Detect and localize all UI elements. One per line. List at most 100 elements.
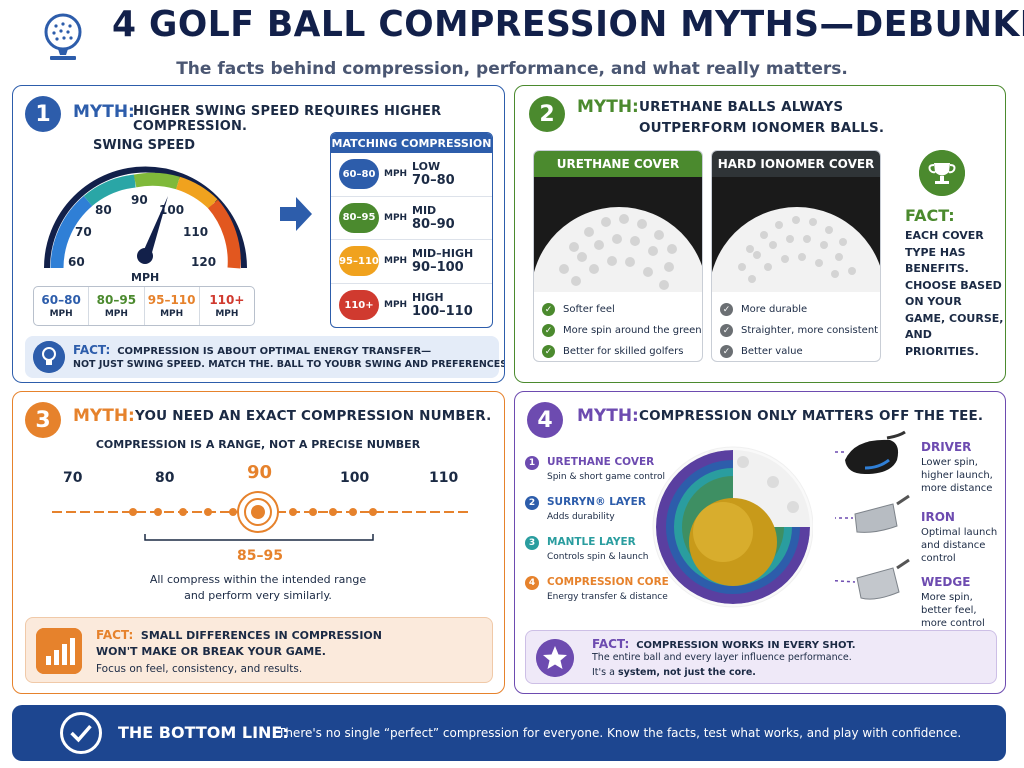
fact-text: The entire ball and every layer influenc… [592, 652, 852, 663]
compression-scale: 70 80 90 100 110 85–95 [48, 462, 468, 564]
myth-number: 2 [529, 96, 565, 132]
myth-4-panel: 4 MYTH: COMPRESSION ONLY MATTERS OFF THE… [514, 391, 1006, 694]
myth-1-panel: 1 MYTH: HIGHER SWING SPEED REQUIRES HIGH… [12, 85, 505, 383]
myth-label: MYTH: [73, 102, 135, 122]
check-icon: ✓ [542, 303, 555, 316]
gauge-tick: 70 [75, 225, 92, 239]
club-desc: More spin, better feel, more control [921, 592, 985, 629]
myth-label: MYTH: [577, 406, 639, 426]
cover-title: URETHANE COVER [534, 151, 702, 177]
list-item: ✓ More durable [720, 299, 878, 320]
fact-text: NOT JUST SWING SPEED. MATCH THE. BALL TO… [73, 359, 505, 370]
list-item: ✓ More spin around the green [542, 320, 702, 341]
matching-title: MATCHING COMPRESSION [331, 133, 492, 153]
speed-range: 110+ MPH [209, 293, 245, 319]
myth-text: OUTPERFORM IONOMER BALLS. [639, 120, 885, 136]
myth-number: 3 [25, 402, 61, 438]
scale-label: 70 [63, 470, 83, 486]
club-desc: Lower spin, higher launch, more distance [921, 457, 993, 494]
range-note: All compress within the intended range a… [149, 573, 367, 602]
urethane-cover-card: URETHANE COVER ✓ Softer feel ✓ More spin a… [533, 150, 703, 362]
list-item: ✓ Softer feel [542, 299, 702, 320]
page-subtitle: The facts behind compression, performanc… [176, 59, 848, 79]
star-icon [536, 639, 574, 677]
fact-text: FACT: COMPRESSION WORKS IN EVERY SHOT. [592, 637, 856, 651]
scale-label: 110 [429, 470, 458, 486]
bottom-line-text: There's no single “perfect” compression … [278, 726, 962, 740]
myth-text: URETHANE BALLS ALWAYS [639, 99, 844, 115]
check-icon: ✓ [720, 345, 733, 358]
check-icon: ✓ [542, 324, 555, 337]
cover-benefits: ✓ More durable ✓ Straighter, more consiste… [720, 299, 878, 361]
lightbulb-icon [33, 341, 65, 373]
speed-range: 60–80 MPH [34, 287, 90, 325]
bottom-line-banner: THE BOTTOM LINE: There's no single “perf… [12, 705, 1006, 761]
fact-label: FACT: [905, 206, 955, 225]
fact-box: FACT: SMALL DIFFERENCES IN COMPRESSION W… [25, 617, 493, 683]
myth-number: 1 [25, 96, 61, 132]
myth-text: COMPRESSION ONLY MATTERS OFF THE TEE. [639, 408, 984, 424]
ball-layers-cutaway [650, 444, 813, 610]
myth-label: MYTH: [73, 406, 135, 426]
fact-text: It's a system, not just the core. [592, 667, 756, 678]
gauge-title: SWING SPEED [93, 138, 196, 153]
matching-row: 80–95 MPH MID 80–90 [331, 197, 492, 240]
gauge-tick: 120 [191, 255, 216, 269]
speed-range: 80–95 MPH [89, 287, 145, 325]
bar-chart-icon [36, 628, 82, 674]
gauge-tick: 60 [68, 255, 85, 269]
header: 4 GOLF BALL COMPRESSION MYTHS—DEBUNKED T… [0, 0, 1024, 84]
myth-3-panel: 3 MYTH: YOU NEED AN EXACT COMPRESSION NU… [12, 391, 505, 694]
fact-box: FACT: COMPRESSION WORKS IN EVERY SHOT. T… [525, 630, 997, 684]
golf-ball-image [534, 177, 702, 292]
ionomer-cover-card: HARD IONOMER COVER ✓ More durable ✓ Straig… [711, 150, 881, 362]
check-icon: ✓ [720, 303, 733, 316]
matching-row: 110+ MPH HIGH 100–110 [331, 284, 492, 328]
myth-2-panel: 2 MYTH: URETHANE BALLS ALWAYS OUTPERFORM… [514, 85, 1006, 383]
arrow-right-icon [280, 197, 312, 231]
checkmark-circle-icon [60, 712, 102, 754]
fact-text: WON'T MAKE OR BREAK YOUR GAME. [96, 645, 326, 658]
scale-label: 80 [155, 470, 175, 486]
club-desc: Optimal launch and distance control [921, 527, 998, 564]
fact-box: FACT: COMPRESSION IS ABOUT OPTIMAL ENERG… [25, 336, 504, 378]
clubs-illustration [835, 430, 910, 600]
golf-ball-image [712, 177, 880, 292]
speed-range: 95–110 MPH [145, 287, 200, 325]
gauge-unit: MPH [131, 271, 159, 281]
trophy-icon [919, 150, 965, 196]
matching-compression-table: MATCHING COMPRESSION 60–80 MPH LOW 70–80 … [330, 132, 493, 328]
fact-text: EACH COVER TYPE HAS BENEFITS. CHOOSE BAS… [905, 229, 1004, 358]
matching-row: 60–80 MPH LOW 70–80 [331, 153, 492, 197]
scale-label: 100 [340, 470, 369, 486]
gauge-tick: 90 [131, 193, 148, 207]
check-icon: ✓ [542, 345, 555, 358]
swing-speed-gauge: 60 70 80 90 100 110 120 MPH [44, 166, 247, 281]
cover-title: HARD IONOMER COVER [712, 151, 880, 177]
golf-ball-trophy-icon [44, 13, 82, 60]
check-icon: ✓ [720, 324, 733, 337]
myth-text: YOU NEED AN EXACT COMPRESSION NUMBER. [135, 408, 492, 424]
club-title-iron: IRON [921, 510, 955, 524]
list-item: ✓ Better value [720, 341, 878, 361]
range-label: 85–95 [237, 548, 283, 564]
cover-benefits: ✓ Softer feel ✓ More spin around the green… [542, 299, 702, 361]
scale-subtitle: COMPRESSION IS A RANGE, NOT A PRECISE NU… [95, 438, 421, 451]
scale-label: 90 [247, 462, 272, 483]
fact-text: FACT: SMALL DIFFERENCES IN COMPRESSION [96, 628, 382, 642]
club-title-wedge: WEDGE [921, 575, 971, 589]
matching-row: 95–110 MPH MID–HIGH 90–100 [331, 240, 492, 284]
gauge-tick: 110 [183, 225, 208, 239]
list-item: ✓ Better for skilled golfers [542, 341, 702, 361]
speed-range-strip: 60–80 MPH 80–95 MPH 95–110 MPH 110+ MPH [33, 286, 255, 326]
myth-number: 4 [527, 402, 563, 438]
club-title-driver: DRIVER [921, 440, 972, 454]
fact-text: FACT: COMPRESSION IS ABOUT OPTIMAL ENERG… [73, 343, 432, 357]
list-item: ✓ Straighter, more consistent [720, 320, 878, 341]
gauge-tick: 80 [95, 203, 112, 217]
myth-text: HIGHER SWING SPEED REQUIRES HIGHER COMPR… [133, 104, 442, 134]
page-title: 4 GOLF BALL COMPRESSION MYTHS—DEBUNKED [112, 4, 1024, 45]
bottom-line-heading: THE BOTTOM LINE: [118, 723, 289, 742]
myth-label: MYTH: [577, 97, 639, 117]
gauge-tick: 100 [159, 203, 184, 217]
